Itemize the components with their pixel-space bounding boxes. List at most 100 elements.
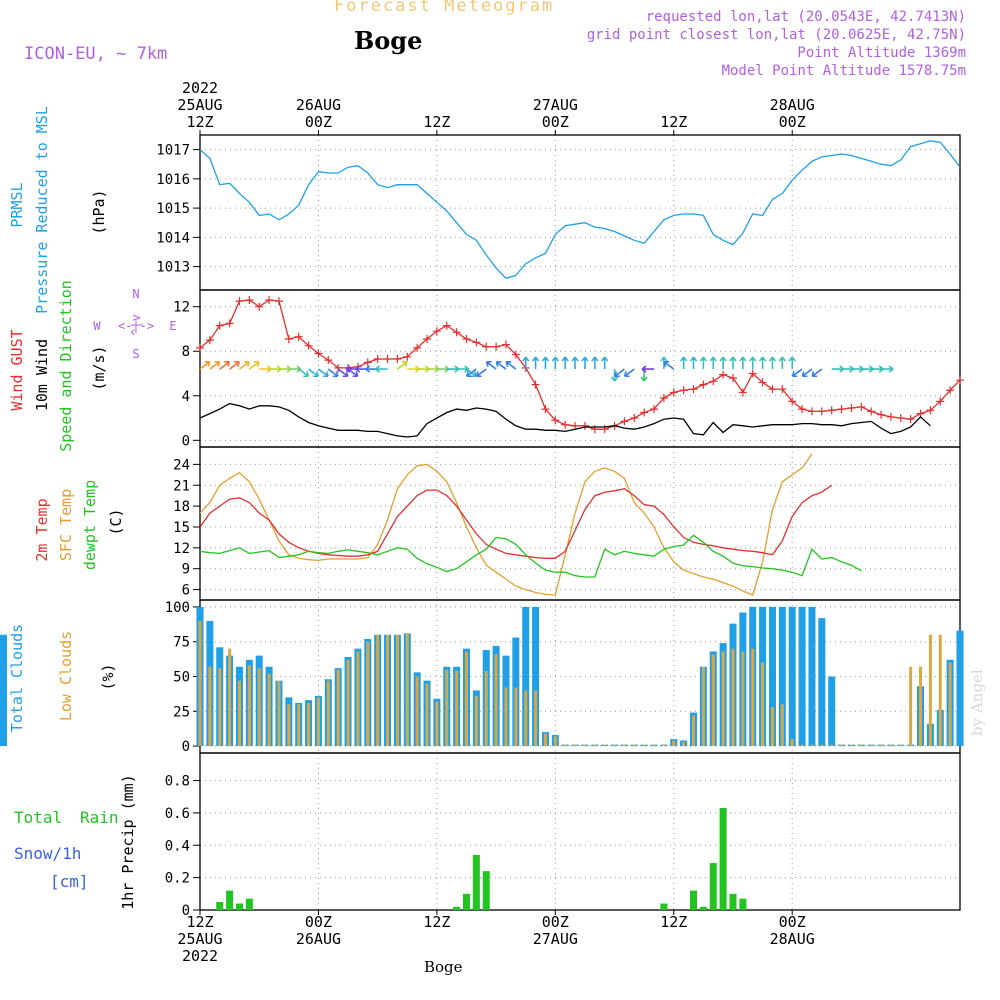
- gust-marker: [728, 373, 737, 382]
- model-altitude: Model Point Altitude 1578.75m: [721, 63, 966, 79]
- gust-marker: [432, 327, 441, 336]
- low-cloud-bar: [770, 707, 774, 747]
- time-label-bottom: 00Z: [542, 913, 569, 931]
- gust-marker: [659, 394, 668, 403]
- gust-marker: [245, 296, 254, 305]
- low-cloud-bar: [297, 704, 301, 747]
- low-cloud-bar: [751, 648, 755, 747]
- y-tick-label: 12: [173, 541, 190, 557]
- gust-marker: [324, 356, 333, 365]
- rain-bar: [482, 871, 490, 910]
- rain-bar: [729, 893, 737, 910]
- gust-marker: [827, 406, 836, 415]
- low-cloud-bar: [563, 744, 567, 747]
- wind-arrow: [248, 361, 260, 370]
- total-cloud-bar: [532, 606, 540, 747]
- gust-marker: [334, 363, 343, 372]
- y-tick-label: 0.2: [165, 871, 190, 887]
- rain-bar: [453, 906, 461, 910]
- gust-marker: [501, 340, 510, 349]
- low-clouds-label: Low Clouds: [57, 631, 75, 721]
- low-cloud-bar: [652, 744, 656, 747]
- wind-arrow: [375, 365, 388, 373]
- low-cloud-bar: [386, 634, 390, 747]
- low-cloud-bar: [593, 744, 597, 747]
- y-tick-label: 6: [182, 583, 190, 599]
- gust-marker: [877, 410, 886, 419]
- gust-label: Wind GUST: [8, 329, 26, 410]
- time-label-top: 27AUG: [533, 96, 578, 114]
- gust-marker: [284, 334, 293, 343]
- wind-arrow: [679, 356, 688, 370]
- low-cloud-bar: [237, 680, 241, 747]
- panel-frame: [199, 446, 961, 601]
- gust-marker: [679, 386, 688, 395]
- wind-arrow: [522, 356, 530, 370]
- low-cloud-bar: [553, 736, 557, 747]
- gust-marker: [511, 350, 520, 359]
- gust-marker: [383, 355, 392, 364]
- gust-marker: [235, 297, 244, 306]
- y-tick-label: 21: [173, 478, 190, 494]
- y-tick-label: 1013: [156, 260, 190, 276]
- low-cloud-bar: [366, 641, 370, 747]
- gust-marker: [748, 369, 757, 378]
- time-label-bottom: 00Z: [779, 913, 806, 931]
- total-cloud-bar: [788, 606, 796, 747]
- gust-marker: [719, 370, 728, 379]
- gust-marker: [956, 376, 964, 385]
- sfc-temp-label: SFC Temp: [57, 489, 75, 561]
- low-cloud-bar: [307, 702, 311, 747]
- low-cloud-bar: [849, 744, 853, 747]
- gust-marker: [205, 336, 214, 345]
- snow-label: Snow/1h: [14, 844, 81, 863]
- low-cloud-bar: [948, 662, 952, 747]
- low-cloud-bar: [879, 744, 883, 747]
- wind-arrow: [719, 356, 727, 370]
- gust-marker: [768, 385, 777, 394]
- low-cloud-bar: [484, 670, 488, 747]
- pressure-desc-label: Pressure Reduced to MSL: [33, 106, 51, 314]
- gust-marker: [403, 352, 412, 361]
- wind-arrow: [229, 361, 240, 370]
- time-label-bottom: 26AUG: [296, 930, 341, 948]
- wind-arrow: [561, 356, 569, 370]
- low-cloud-bar: [573, 744, 577, 747]
- gust-marker: [817, 407, 826, 416]
- low-cloud-bar: [909, 666, 913, 747]
- wind-arrow: [209, 361, 221, 370]
- gust-marker: [373, 355, 382, 364]
- gust-marker: [363, 358, 372, 367]
- low-cloud-bar: [524, 690, 528, 747]
- wind-arrow: [749, 356, 757, 370]
- y-tick-label: 4: [182, 389, 190, 405]
- dewpoint-label: dewpt Temp: [81, 480, 99, 570]
- wind-arrow: [663, 361, 675, 370]
- low-cloud-bar: [820, 744, 824, 747]
- gust-marker: [255, 302, 264, 311]
- wind-arrow: [709, 356, 717, 370]
- gust-marker: [798, 405, 807, 414]
- compass-north: N: [132, 287, 139, 301]
- y-tick-label: 12: [173, 300, 190, 316]
- rain-bar: [216, 901, 224, 910]
- gust-marker: [867, 407, 876, 416]
- y-tick-label: 100: [165, 600, 190, 616]
- time-label-bottom: 27AUG: [533, 930, 578, 948]
- low-cloud-bar: [632, 744, 636, 747]
- low-cloud-bar: [642, 744, 646, 747]
- gust-marker: [265, 296, 274, 305]
- total-cloud-bar: [828, 676, 836, 747]
- low-cloud-bar: [247, 665, 251, 747]
- wind-arrow: [485, 361, 497, 370]
- compass-south: S: [132, 347, 139, 361]
- wind-arrow: [495, 361, 507, 370]
- total-cloud-bar: [818, 618, 826, 747]
- low-cloud-bar: [780, 704, 784, 747]
- gust-marker: [492, 342, 501, 351]
- low-cloud-bar: [198, 620, 202, 747]
- low-cloud-bar: [464, 651, 468, 747]
- low-cloud-bar: [672, 740, 676, 747]
- sfc-temp-line: [199, 453, 813, 596]
- gust-marker: [472, 338, 481, 347]
